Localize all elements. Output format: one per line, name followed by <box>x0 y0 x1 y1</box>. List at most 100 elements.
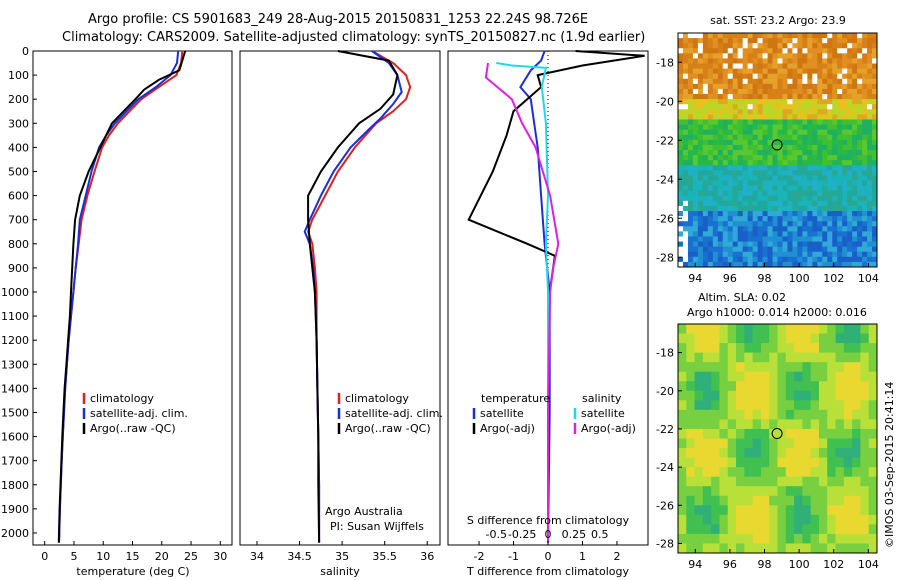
sst-cell <box>812 216 818 222</box>
sla-cell <box>827 428 836 439</box>
sst-cell <box>678 160 684 166</box>
sst-cell <box>762 104 768 110</box>
sla-cell <box>818 448 828 458</box>
sst-cell <box>857 53 863 59</box>
sst-cell <box>732 104 739 110</box>
sst-cell <box>812 78 818 85</box>
sst-cell <box>777 185 783 192</box>
sst-cell <box>722 251 729 258</box>
sla-cell <box>785 514 795 525</box>
sla-cell <box>769 543 778 554</box>
sst-cell <box>852 68 858 75</box>
diff-salinity-legend-label: satellite <box>581 407 625 420</box>
sst-cell <box>777 83 783 90</box>
sla-cell <box>702 343 712 354</box>
sst-cell <box>772 236 778 242</box>
sst-cell <box>872 251 878 258</box>
sst-cell <box>852 221 858 227</box>
sst-cell <box>678 155 684 161</box>
sla-cell <box>769 324 778 334</box>
sst-cell <box>847 175 853 181</box>
sst-cell <box>702 185 709 192</box>
sla-cell <box>868 390 878 401</box>
sst-cell <box>772 190 778 197</box>
sla-cell <box>686 343 695 354</box>
sst-cell <box>742 256 749 263</box>
sla-cell <box>769 476 778 487</box>
sla-cell <box>777 457 787 468</box>
sst-cell <box>867 231 873 237</box>
sst-cell <box>767 256 773 263</box>
sst-cell <box>717 58 724 64</box>
sst-ytick-label: -20 <box>656 95 674 108</box>
sla-cell <box>818 333 828 344</box>
sst-cell <box>842 216 848 222</box>
sst-cell <box>762 216 768 222</box>
sst-cell <box>812 68 818 75</box>
sla-xtick-label: 96 <box>723 558 737 571</box>
sst-cell <box>707 261 714 268</box>
sst-cell <box>802 190 808 197</box>
sst-cell <box>782 190 788 197</box>
sst-cell <box>852 104 858 110</box>
sst-cell <box>817 261 823 268</box>
sla-cell <box>835 333 845 344</box>
sst-cell <box>772 231 778 237</box>
sla-cell <box>810 486 820 497</box>
sst-cell <box>822 165 828 171</box>
sst-cell <box>752 58 759 64</box>
sst-cell <box>727 251 734 258</box>
sst-cell <box>712 160 719 166</box>
sla-cell <box>810 333 820 344</box>
sla-cell <box>727 428 737 439</box>
sst-cell <box>832 38 838 44</box>
sst-cell <box>742 185 749 192</box>
sst-cell <box>687 144 694 151</box>
sst-cell <box>782 180 788 187</box>
sst-cell <box>692 236 699 242</box>
sla-cell <box>694 505 704 516</box>
sst-cell <box>747 231 754 237</box>
sst-cell <box>692 226 699 232</box>
sla-cell <box>719 343 729 354</box>
sst-cell <box>847 241 853 248</box>
sst-cell <box>757 170 763 176</box>
sst-cell <box>827 150 833 156</box>
sst-cell <box>727 195 734 202</box>
sst-cell <box>737 33 744 39</box>
sst-cell <box>692 94 699 100</box>
sst-cell <box>712 109 719 115</box>
sla-cell <box>852 381 861 392</box>
sla-cell <box>818 428 828 439</box>
sst-cell <box>742 88 749 95</box>
sst-cell <box>832 114 838 120</box>
sst-cell <box>847 216 853 222</box>
sst-cell <box>777 236 783 242</box>
sla-cell <box>843 409 853 420</box>
sst-cell <box>852 216 858 222</box>
sst-cell <box>857 150 863 156</box>
sst-cell <box>797 99 803 105</box>
sst-cell <box>847 94 853 100</box>
sst-cell <box>872 53 878 59</box>
sst-cell <box>732 211 739 217</box>
sla-cell <box>711 381 720 392</box>
sla-cell <box>835 524 845 535</box>
sst-cell <box>682 114 689 120</box>
sst-cell <box>737 231 744 237</box>
sst-cell <box>772 129 778 136</box>
sla-cell <box>818 457 828 468</box>
sst-cell <box>732 99 739 105</box>
sst-cell <box>837 155 843 161</box>
sst-cell <box>852 129 858 136</box>
sst-cell <box>842 73 848 80</box>
sst-cell <box>797 83 803 90</box>
sst-cell <box>757 211 763 217</box>
sst-cell <box>812 165 818 171</box>
sst-cell <box>867 261 873 268</box>
sla-cell <box>802 428 812 439</box>
sst-cell <box>712 185 719 192</box>
title-line-1: Argo profile: CS 5901683_249 28-Aug-2015… <box>88 12 588 27</box>
sst-cell <box>847 83 853 90</box>
